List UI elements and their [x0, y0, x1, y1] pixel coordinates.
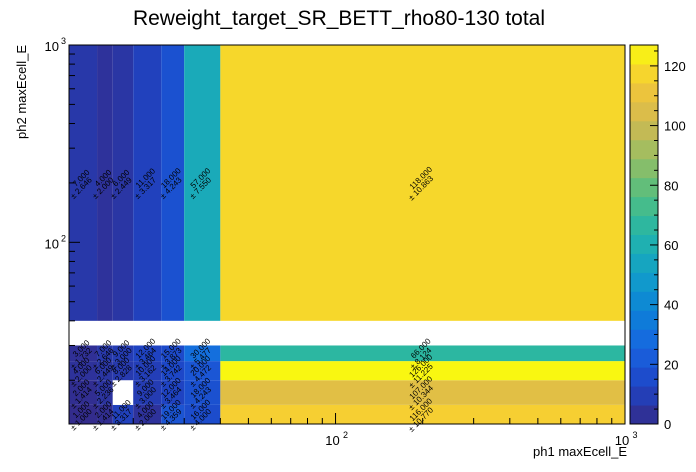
y-axis-label: ph2 maxEcell_E	[14, 45, 29, 139]
colorbar-band	[630, 235, 658, 254]
colorbar-band	[630, 45, 658, 64]
colorbar-band	[630, 310, 658, 329]
colorbar-band	[630, 272, 658, 291]
y-tick-label: 10	[45, 236, 59, 251]
colorbar-band	[630, 367, 658, 386]
colorbar-band	[630, 197, 658, 216]
colorbar-band	[630, 102, 658, 121]
colorbar-tick-label: 80	[664, 178, 678, 193]
y-tick-label: 10	[45, 39, 59, 54]
colorbar-band	[630, 386, 658, 405]
y-tick-label-exponent: 2	[61, 233, 66, 243]
colorbar-tick-label: 60	[664, 238, 678, 253]
colorbar-tick-label: 120	[664, 59, 686, 74]
colorbar-band	[630, 178, 658, 197]
colorbar: 0 20 40 60 80 100 120	[630, 45, 686, 432]
colorbar-tick-label: 0	[664, 417, 671, 432]
colorbar-tick-label: 20	[664, 357, 678, 372]
colorbar-band	[630, 291, 658, 310]
x-tick-label-exponent: 2	[343, 430, 348, 440]
chart-title: Reweight_target_SR_BETT_rho80-130 total	[133, 7, 545, 30]
x-tick-label-exponent: 3	[632, 430, 637, 440]
x-axis-label: ph1 maxEcell_E	[533, 444, 627, 459]
colorbar-band	[630, 253, 658, 272]
colorbar-band	[630, 121, 658, 140]
colorbar-band	[630, 64, 658, 83]
colorbar-tick-label: 100	[664, 119, 686, 134]
colorbar-band	[630, 405, 658, 424]
colorbar-band	[630, 159, 658, 178]
colorbar-tick-label: 40	[664, 298, 678, 313]
x-tick-label: 10	[325, 433, 339, 448]
y-tick-label-exponent: 3	[61, 36, 66, 46]
colorbar-band	[630, 140, 658, 159]
colorbar-band	[630, 216, 658, 235]
colorbar-band	[630, 83, 658, 102]
colorbar-band	[630, 329, 658, 348]
